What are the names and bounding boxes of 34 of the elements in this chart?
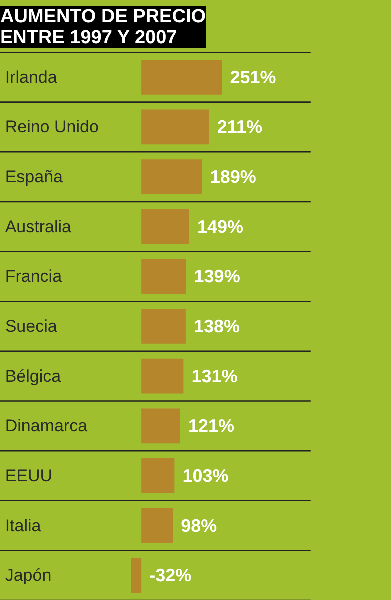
bar <box>142 408 180 444</box>
y-tick-label: España <box>5 168 64 187</box>
y-tick-label: Australia <box>5 217 72 236</box>
bar <box>131 558 142 594</box>
bar <box>142 358 184 394</box>
y-tick-label: Irlanda <box>5 68 58 87</box>
data-label: 251% <box>230 67 276 88</box>
y-tick-label: EEUU <box>5 466 53 486</box>
bar <box>142 458 175 494</box>
bar <box>142 309 186 344</box>
y-tick-label: Francia <box>5 267 63 286</box>
data-label: 149% <box>198 216 244 237</box>
data-label: 139% <box>194 266 240 287</box>
data-label: 103% <box>182 466 229 486</box>
y-tick-label: Suecia <box>5 317 58 336</box>
y-tick-label: Italia <box>5 516 42 536</box>
data-label: 131% <box>192 366 238 386</box>
bar <box>142 160 202 194</box>
bar <box>142 60 222 95</box>
data-label: 138% <box>194 316 240 336</box>
data-label: 98% <box>181 516 218 536</box>
y-tick-label: Reino Unido <box>5 118 99 137</box>
y-tick-label: Dinamarca <box>5 416 88 436</box>
bar <box>142 110 210 145</box>
chart-title: AUMENTO DE PRECIO ENTRE 1997 Y 2007 <box>0 6 206 48</box>
data-label: 121% <box>188 416 235 436</box>
data-label: -32% <box>150 566 192 586</box>
bar <box>142 508 174 544</box>
y-tick-label: Japón <box>5 566 52 586</box>
y-tick-label: Bélgica <box>5 366 62 386</box>
data-label: 189% <box>210 167 256 188</box>
bar <box>142 209 190 244</box>
bar <box>142 259 186 294</box>
data-label: 211% <box>217 117 262 138</box>
